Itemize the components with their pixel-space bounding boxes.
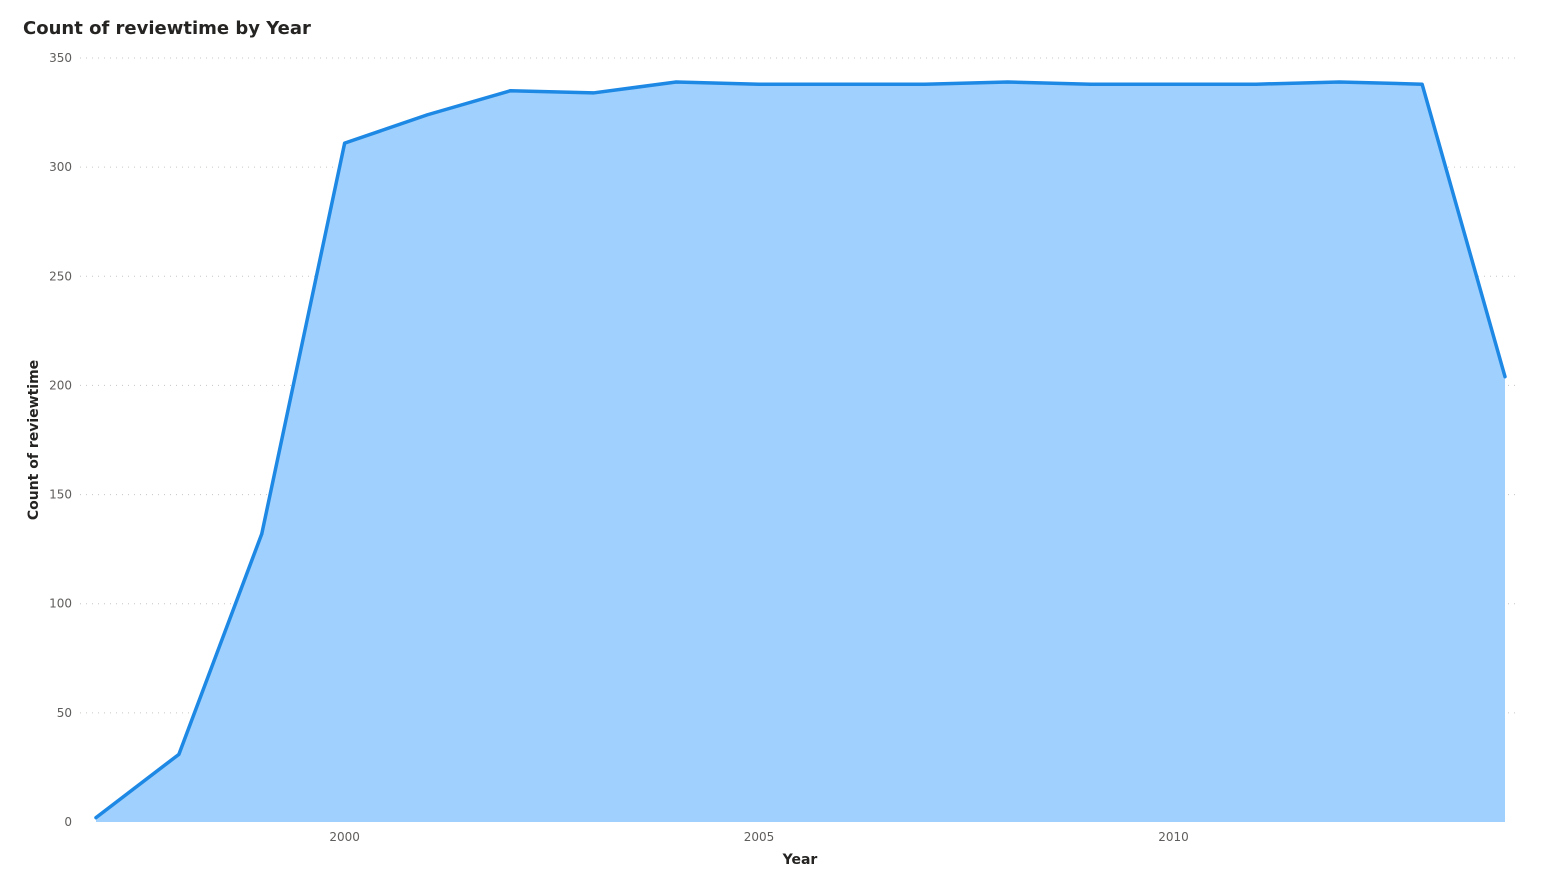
y-tick-label-250: 250 [49, 269, 72, 283]
data-point-2011[interactable] [1254, 82, 1258, 86]
y-tick-label-50: 50 [57, 706, 72, 720]
data-point-2000[interactable] [343, 141, 347, 145]
y-tick-label-300: 300 [49, 160, 72, 174]
series-area-0 [96, 82, 1505, 823]
data-point-2004[interactable] [674, 80, 678, 84]
y-axis-ticks: 0 50 100 150 200 250 300 350 [49, 51, 72, 829]
data-point-1999[interactable] [260, 532, 264, 536]
x-tick-label-2000: 2000 [329, 830, 360, 844]
data-point-2009[interactable] [1089, 82, 1093, 86]
y-tick-label-350: 350 [49, 51, 72, 65]
data-point-1998[interactable] [177, 752, 181, 756]
data-point-1997[interactable] [94, 816, 98, 820]
data-point-2007[interactable] [923, 82, 927, 86]
data-point-2006[interactable] [840, 82, 844, 86]
data-point-2001[interactable] [426, 113, 430, 117]
x-axis-ticks: 2000 2005 2010 [329, 830, 1188, 844]
series-layer [94, 80, 1507, 823]
data-point-2010[interactable] [1171, 82, 1175, 86]
x-tick-label-2005: 2005 [744, 830, 775, 844]
x-axis-title: Year [782, 852, 818, 868]
data-point-2003[interactable] [591, 91, 595, 95]
data-point-2013[interactable] [1420, 82, 1424, 86]
data-point-2014[interactable] [1503, 375, 1507, 379]
y-axis-title: Count of reviewtime [26, 360, 42, 520]
series-line-0 [94, 80, 1507, 820]
data-point-2005[interactable] [757, 82, 761, 86]
y-tick-label-200: 200 [49, 378, 72, 392]
data-point-2002[interactable] [508, 89, 512, 93]
y-tick-label-150: 150 [49, 488, 72, 502]
chart-title: Count of reviewtime by Year [23, 18, 311, 39]
data-point-2008[interactable] [1006, 80, 1010, 84]
x-tick-label-2010: 2010 [1158, 830, 1189, 844]
y-tick-label-100: 100 [49, 597, 72, 611]
y-tick-label-0: 0 [64, 815, 72, 829]
data-point-2012[interactable] [1337, 80, 1341, 84]
